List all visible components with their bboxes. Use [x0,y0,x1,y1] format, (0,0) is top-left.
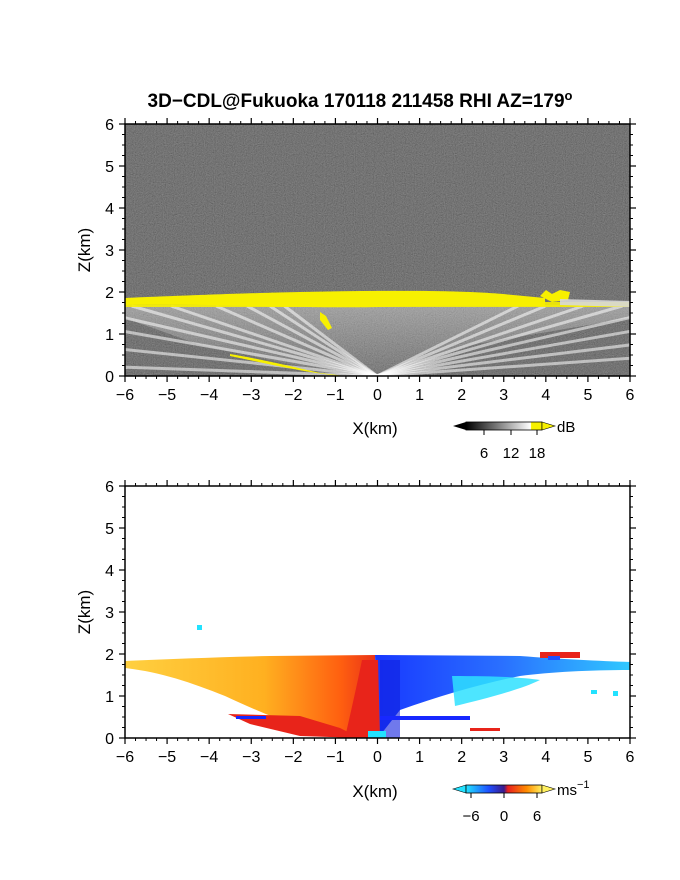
y-tick-label: 5 [105,159,114,176]
intensity-ray [125,330,378,376]
intensity-ray [376,304,547,376]
intensity-ray [376,343,630,376]
y-tick-label: 1 [105,689,114,706]
y-tick-label: 4 [105,201,114,218]
x-tick-label: −3 [242,387,260,404]
velocity-colorbar-tick: 0 [500,808,508,825]
x-tick-label: −6 [116,749,134,766]
y-tick-label: 6 [105,117,114,134]
y-tick-label: 3 [105,243,114,260]
intensity-ray [283,304,378,376]
intensity-image [125,124,630,376]
intensity-ray [376,356,630,376]
y-tick-label: 1 [105,327,114,344]
x-tick-label: 4 [541,749,550,766]
x-tick-label: −2 [284,387,302,404]
intensity-colorbar-tick: 18 [529,445,546,462]
intensity-ray [376,304,519,376]
figure-title: 3D−CDL@Fukuoka 170118 211458 RHI AZ=179o [148,88,573,112]
velocity-ylabel: Z(km) [75,590,94,634]
y-tick-label: 2 [105,285,114,302]
x-tick-label: −4 [200,387,218,404]
x-tick-label: −2 [284,749,302,766]
x-tick-label: 2 [457,749,466,766]
intensity-ray [376,304,623,376]
y-tick-label: 0 [105,369,114,386]
figure-title-superscript: o [565,88,573,103]
y-tick-label: 2 [105,647,114,664]
intensity-ray [131,304,378,376]
velocity-colorbar-tick: 6 [533,808,541,825]
x-tick-label: −1 [326,387,344,404]
x-tick-label: −1 [326,749,344,766]
x-tick-label: −5 [158,749,176,766]
y-tick-label: 3 [105,605,114,622]
x-tick-label: 3 [499,749,508,766]
x-tick-label: 6 [626,749,635,766]
velocity-colorbar-tick: −6 [462,808,479,825]
intensity-ray [125,348,378,376]
velocity-colorbar: ms−1 −6 0 6 [451,779,590,825]
x-tick-label: 5 [583,387,592,404]
x-tick-label: −5 [158,387,176,404]
x-tick-label: 0 [373,749,382,766]
figure-title-main: 3D−CDL@Fukuoka 170118 211458 RHI AZ=179 [148,91,565,112]
x-tick-label: −6 [116,387,134,404]
intensity-colorbar-tick: 12 [503,445,520,462]
x-tick-label: 6 [626,387,635,404]
velocity-colorbar-unit-base: ms [557,782,577,799]
intensity-colorbar-unit: dB [557,419,575,436]
intensity-ray [125,316,378,376]
y-tick-label: 4 [105,563,114,580]
x-tick-label: 5 [583,749,592,766]
x-tick-label: −3 [242,749,260,766]
intensity-ray [170,304,378,376]
x-tick-label: −4 [200,749,218,766]
x-tick-label: 1 [415,749,424,766]
velocity-axes: −6 −5 −4 −3 −2 −1 0 1 2 3 4 5 6 0 1 2 3 4 5 6 [105,479,636,766]
velocity-panel: −6 −5 −4 −3 −2 −1 0 1 2 3 4 5 6 0 1 2 3 4 5 6 X(km) Z(km) m… [75,479,636,825]
x-tick-label: 0 [373,387,382,404]
intensity-ylabel: Z(km) [75,228,94,272]
intensity-ray [376,329,630,376]
y-tick-label: 6 [105,479,114,496]
y-tick-label: 0 [105,731,114,748]
velocity-image [125,486,630,738]
velocity-xlabel: X(km) [352,782,397,801]
intensity-colorbar-tick: 6 [480,445,488,462]
x-tick-label: 3 [499,387,508,404]
intensity-ray [376,316,630,376]
x-tick-label: 1 [415,387,424,404]
x-tick-label: 4 [541,387,550,404]
x-tick-label: 2 [457,387,466,404]
intensity-xlabel: X(km) [352,419,397,438]
intensity-axes: −6 −5 −4 −3 −2 −1 0 1 2 3 4 5 6 0 1 2 3 4 5 6 [105,117,636,404]
y-tick-label: 5 [105,521,114,538]
intensity-ray [246,304,378,376]
velocity-colorbar-unit: ms−1 [557,779,590,799]
intensity-ray [215,304,378,376]
intensity-colorbar: dB 6 12 18 [453,419,575,462]
intensity-ray [376,304,584,376]
velocity-colorbar-unit-exponent: −1 [577,779,590,791]
